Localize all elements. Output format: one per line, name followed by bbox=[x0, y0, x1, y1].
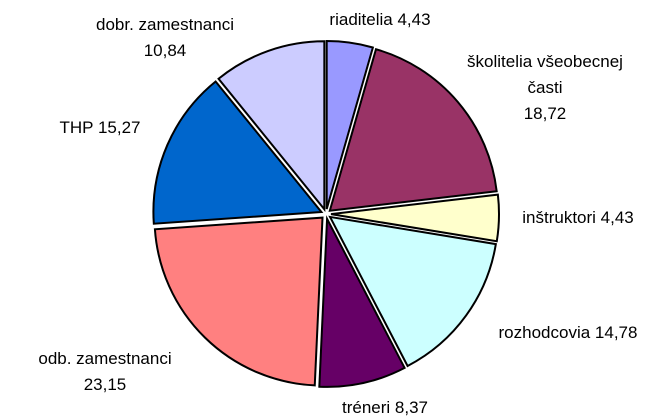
category-name: tréneri bbox=[341, 398, 391, 417]
category-name: riaditelia bbox=[329, 10, 393, 29]
value-label: 23,15 bbox=[83, 375, 127, 394]
category-name: odb. zamestnanci bbox=[38, 349, 172, 368]
pie-slice bbox=[217, 40, 326, 213]
pie-slice bbox=[328, 215, 497, 368]
pie-slice bbox=[152, 80, 324, 225]
category-name: dobr. zamestnanci bbox=[96, 15, 234, 34]
pie-slice bbox=[153, 216, 324, 387]
pie-slice bbox=[325, 40, 375, 210]
category-name: THP bbox=[59, 118, 94, 137]
category-name: rozhodcovia bbox=[498, 323, 591, 342]
value-label: 8,37 bbox=[394, 398, 429, 417]
category-name: inštruktori bbox=[522, 208, 596, 227]
pie-slice bbox=[328, 47, 498, 212]
slice-label: inštruktori 4,43 bbox=[522, 205, 634, 231]
slice-label: odb. zamestnanci 23,15 bbox=[5, 346, 205, 398]
slice-label: tréneri 8,37 bbox=[342, 395, 428, 418]
slice-label: THP 15,27 bbox=[60, 115, 141, 141]
slice-label: rozhodcovia 14,78 bbox=[499, 320, 638, 346]
pie-slice bbox=[318, 215, 406, 388]
slice-label: riaditelia 4,43 bbox=[329, 7, 430, 33]
value-label: 15,27 bbox=[97, 118, 141, 137]
value-label: 18,72 bbox=[523, 104, 567, 123]
value-label: 14,78 bbox=[594, 323, 638, 342]
pie-slice bbox=[330, 193, 500, 243]
slice-label: dobr. zamestnanci 10,84 bbox=[65, 12, 265, 64]
slice-label: školitelia všeobecnej časti 18,72 bbox=[455, 49, 635, 127]
value-label: 4,43 bbox=[397, 10, 431, 29]
value-label: 4,43 bbox=[600, 208, 634, 227]
category-name: školitelia všeobecnej časti bbox=[467, 52, 623, 97]
value-label: 10,84 bbox=[143, 41, 187, 60]
